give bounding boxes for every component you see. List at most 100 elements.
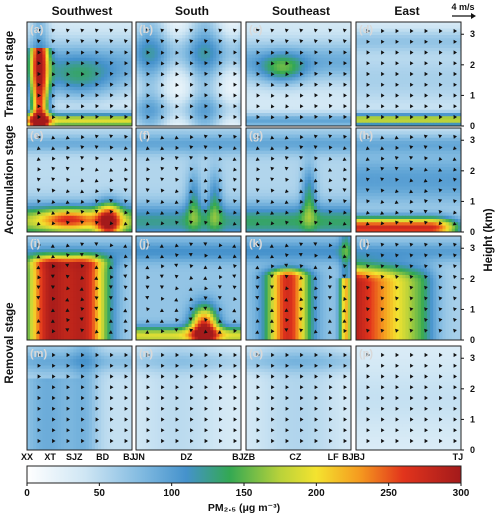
panel-label: (n) — [139, 348, 153, 360]
colorbar-tick-label: 250 — [380, 488, 397, 499]
wind-vectors — [146, 352, 237, 444]
panel-k: (k) — [245, 235, 352, 341]
location-label: ZB — [243, 452, 255, 462]
location-label: XT — [44, 452, 56, 462]
height-tick-label: 2 — [470, 274, 475, 284]
wind-vectors — [36, 134, 128, 226]
location-label: SJZ — [66, 452, 83, 462]
wind-vectors — [255, 134, 347, 226]
panel-d: (d) — [355, 21, 462, 127]
colorbar: 0 50 100 150 200 250 300 PM₂.₅ (μg m⁻³) — [24, 465, 470, 514]
panel-m: (m) — [26, 345, 133, 451]
colorbar-tick-label: 150 — [236, 488, 253, 499]
row-title-0: Transport stage — [4, 31, 16, 117]
panel-label: (l) — [359, 238, 370, 250]
height-tick-label: 0 — [470, 445, 475, 455]
height-tick-label: 1 — [470, 304, 475, 314]
panel-label: (m) — [30, 348, 47, 360]
wind-vectors — [145, 242, 237, 334]
panel-f: (f) — [135, 127, 242, 233]
height-tick-label: 0 — [470, 121, 475, 131]
panel-label: (k) — [249, 238, 263, 250]
wind-reference-label: 4 m/s — [451, 2, 474, 12]
column-title-east: East — [394, 4, 419, 18]
height-tick-label: 0 — [470, 227, 475, 237]
wind-vectors — [366, 352, 457, 444]
height-axis-title: Height (km) — [483, 208, 495, 271]
colorbar-tick-label: 100 — [163, 488, 180, 499]
height-tick-label: 1 — [470, 90, 475, 100]
panel-label: (c) — [249, 24, 263, 36]
height-tick-label: 1 — [470, 196, 475, 206]
height-axis: 0 1 2 3 0 1 2 3 0 1 2 3 0 1 2 3 Height (km) — [461, 29, 495, 455]
column-title-southwest: Southwest — [52, 4, 113, 18]
panel-label: (d) — [359, 24, 373, 36]
panel-label: (h) — [359, 130, 373, 142]
panel-b: (b) — [135, 21, 242, 127]
panel-c: (c) — [245, 21, 352, 127]
panel-label: (g) — [249, 130, 263, 142]
panel-g: (g) — [245, 127, 352, 233]
colorbar-tick-label: 200 — [308, 488, 325, 499]
location-label: LF — [328, 452, 339, 462]
wind-vectors — [366, 28, 457, 120]
location-label: TJ — [453, 452, 464, 462]
height-tick-label: 2 — [470, 384, 475, 394]
panels-grid: (a) (b) (c) (d) (e) (f) (g) (h) (i) (j) (k) (l) (m) (… — [26, 21, 462, 451]
wind-vectors — [36, 242, 128, 334]
panel-l: (l) — [355, 235, 462, 341]
location-label: CZ — [289, 452, 301, 462]
panel-label: (j) — [139, 238, 150, 250]
location-label: DZ — [180, 452, 192, 462]
wind-vectors — [255, 242, 347, 334]
height-tick-label: 2 — [470, 60, 475, 70]
height-tick-label: 3 — [470, 135, 475, 145]
wind-vectors — [255, 28, 347, 120]
panel-a: (a) — [26, 21, 133, 127]
height-tick-label: 3 — [470, 29, 475, 39]
panel-label: (p) — [359, 348, 373, 360]
location-label: BJ — [123, 452, 135, 462]
row-title-2: Removal stage — [4, 302, 16, 383]
height-tick-label: 0 — [470, 335, 475, 345]
wind-vectors — [365, 134, 457, 226]
colorbar-title: PM₂.₅ (μg m⁻³) — [208, 502, 280, 514]
panel-j: (j) — [135, 235, 242, 341]
height-tick-label: 3 — [470, 243, 475, 253]
wind-vectors — [145, 28, 237, 120]
panel-i: (i) — [26, 235, 133, 341]
panel-h: (h) — [355, 127, 462, 233]
panel-label: (o) — [249, 348, 263, 360]
panel-label: (b) — [139, 24, 153, 36]
column-title-southeast: Southeast — [272, 4, 330, 18]
location-label: BJ — [232, 452, 244, 462]
location-label: XX — [21, 452, 33, 462]
colorbar-tick-label: 0 — [24, 488, 30, 499]
colorbar-gradient — [26, 465, 462, 484]
panel-o: (o) — [245, 345, 352, 451]
panel-e: (e) — [26, 127, 133, 233]
location-label: BJ — [342, 452, 354, 462]
panel-label: (e) — [30, 130, 44, 142]
location-label: BD — [96, 452, 109, 462]
panel-label: (a) — [30, 24, 44, 36]
height-tick-label: 3 — [470, 353, 475, 363]
wind-reference-arrow — [452, 13, 476, 19]
wind-vectors — [256, 352, 347, 444]
panel-label: (f) — [139, 130, 150, 142]
wind-vectors — [36, 28, 128, 120]
height-tick-label: 1 — [470, 414, 475, 424]
location-label: BJ — [353, 452, 365, 462]
panel-label: (i) — [30, 238, 41, 250]
panel-n: (n) — [135, 345, 242, 451]
wind-vectors — [37, 352, 128, 444]
column-titles: Southwest South Southeast East — [52, 4, 420, 18]
wind-vectors — [145, 134, 237, 226]
column-title-south: South — [175, 4, 209, 18]
colorbar-tick-label: 50 — [94, 488, 106, 499]
row-title-1: Accumulation stage — [4, 125, 16, 234]
location-label: JN — [133, 452, 145, 462]
height-tick-label: 2 — [470, 166, 475, 176]
panel-p: (p) — [355, 345, 462, 451]
